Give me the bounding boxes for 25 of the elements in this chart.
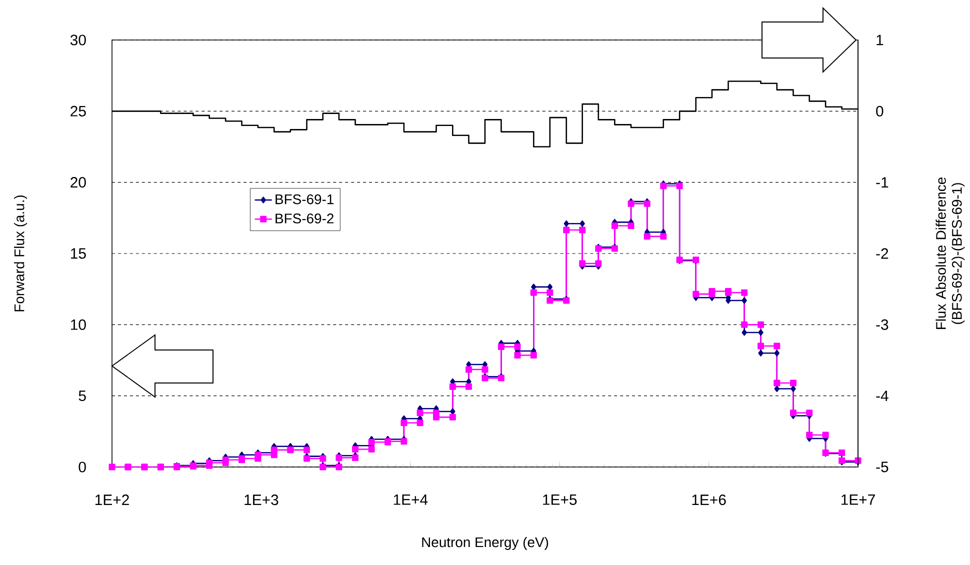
x-tick-label: 1E+4 xyxy=(394,494,428,505)
y2-tick-label: -5 xyxy=(876,462,888,472)
x-axis-title: Neutron Energy (eV) xyxy=(422,536,548,550)
y-axis-title: Forward Flux (a.u.) xyxy=(14,195,28,312)
y2-tick-label: -1 xyxy=(876,177,888,188)
legend-label: BFS-69-2 xyxy=(276,214,334,224)
legend-label: BFS-69-1 xyxy=(276,194,334,204)
y2-axis-title: Flux Absolute Difference (BFS-69-2)-(BFS-69-1) xyxy=(936,178,965,329)
x-tick-label: 1E+3 xyxy=(244,494,278,506)
y-tick-label: 30 xyxy=(70,34,86,46)
y-tick-label: 5 xyxy=(78,390,86,402)
y2-tick-label: 0 xyxy=(876,106,884,116)
x-tick-label: 1E+2 xyxy=(95,494,129,505)
y2-tick-label: -3 xyxy=(876,319,888,330)
x-tick-label: 1E+5 xyxy=(543,494,577,505)
y2-tick-label: 1 xyxy=(876,34,884,46)
x-tick-label: 1E+7 xyxy=(841,494,875,505)
y-tick-label: 0 xyxy=(78,462,86,472)
y-tick-label: 15 xyxy=(71,248,86,259)
y-tick-label: 20 xyxy=(70,177,86,188)
y-tick-label: 25 xyxy=(70,106,86,116)
x-tick-label: 1E+6 xyxy=(692,494,726,506)
y-tick-label: 10 xyxy=(71,319,86,330)
y2-tick-label: -2 xyxy=(876,248,888,259)
y2-tick-label: -4 xyxy=(876,390,888,401)
